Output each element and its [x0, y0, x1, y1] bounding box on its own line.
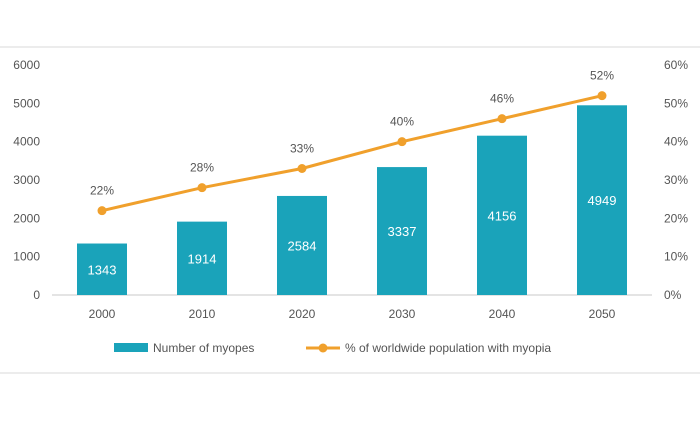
bar-value-label: 1343 [88, 262, 117, 277]
legend-swatch-marker [318, 343, 328, 353]
y-left-tick-label: 2000 [13, 211, 40, 225]
line-value-label: 46% [490, 92, 514, 106]
x-tick-label: 2030 [389, 307, 416, 321]
line-value-label: 22% [90, 184, 114, 198]
x-axis: 2000 2010 2020 2030 2040 2050 [89, 307, 616, 321]
y-right-tick-label: 10% [664, 250, 688, 264]
bar [177, 221, 227, 295]
y-right-tick-label: 50% [664, 96, 688, 110]
line-point [597, 91, 607, 101]
bar [377, 167, 427, 295]
x-tick-label: 2040 [489, 307, 516, 321]
line-value-label: 40% [390, 115, 414, 129]
line-point [297, 164, 307, 173]
y-left-tick-label: 1000 [13, 250, 40, 264]
y-left-tick-label: 6000 [13, 58, 40, 72]
line-value-label: 33% [290, 142, 314, 156]
legend-swatch-bar [114, 343, 148, 352]
legend-label-bar: Number of myopes [153, 341, 254, 355]
bar [577, 105, 627, 295]
line-path [101, 94, 603, 213]
line-point [97, 206, 107, 216]
legend-label-line: % of worldwide population with myopia [345, 341, 551, 355]
bar [277, 195, 327, 295]
line-value-label: 28% [190, 161, 214, 175]
x-tick-label: 2050 [589, 307, 616, 321]
y-right-tick-label: 40% [664, 135, 688, 149]
line-series: 22% 28% 33% 40% 46% 52% [90, 69, 614, 216]
bar-value-label: 1914 [188, 251, 217, 266]
y-right-tick-label: 0% [664, 288, 682, 302]
y-right-tick-label: 30% [664, 173, 688, 187]
bar-series: 1343 1914 2584 3337 4156 4949 [77, 105, 627, 295]
y-axis-right: 0% 10% 20% 30% 40% 50% 60% [664, 58, 688, 302]
legend: Number of myopes % of worldwide populati… [114, 341, 551, 355]
bar [477, 135, 527, 295]
y-left-tick-label: 0 [33, 288, 40, 302]
y-left-tick-label: 5000 [13, 96, 40, 110]
x-tick-label: 2020 [289, 307, 316, 321]
bar-value-label: 2584 [288, 238, 317, 253]
line-point [497, 114, 507, 124]
y-right-tick-label: 20% [664, 211, 688, 225]
line-point [397, 137, 407, 147]
x-tick-label: 2000 [89, 307, 116, 321]
line-point [197, 183, 207, 193]
y-right-tick-label: 60% [664, 58, 688, 72]
bar [77, 243, 127, 295]
y-axis-left: 0 1000 2000 3000 4000 5000 6000 [13, 58, 40, 302]
line-value-label: 52% [590, 69, 614, 83]
bar-value-label: 4949 [588, 193, 617, 208]
bar-value-label: 3337 [388, 224, 417, 239]
x-tick-label: 2010 [189, 307, 216, 321]
y-left-tick-label: 4000 [13, 135, 40, 149]
bar-value-label: 4156 [488, 208, 517, 223]
y-left-tick-label: 3000 [13, 173, 40, 187]
